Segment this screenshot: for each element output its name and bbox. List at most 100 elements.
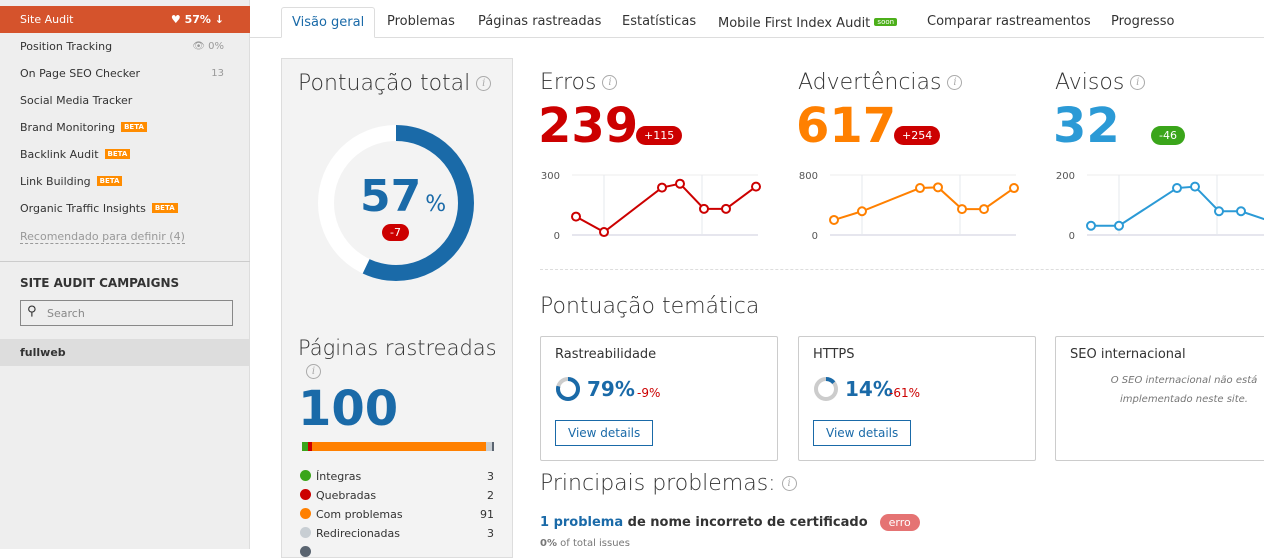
mini-donut — [814, 377, 838, 401]
score-value: 57% — [360, 171, 447, 222]
pages-bar — [302, 442, 495, 451]
recommended-link[interactable]: Recomendado para definir (4) — [0, 223, 250, 250]
info-icon[interactable]: i — [306, 364, 321, 379]
item-value: 13 — [211, 68, 224, 79]
sidebar-item[interactable]: Brand Monitoring BETA — [0, 114, 250, 141]
y-tick: 300 — [541, 171, 560, 182]
label: Backlink Audit — [20, 148, 99, 161]
data-point — [933, 182, 943, 193]
sidebar-item[interactable]: Backlink Audit BETA — [0, 141, 250, 168]
legend-item[interactable]: Quebradas 2 — [300, 489, 494, 502]
legend-item[interactable]: Íntegras 3 — [300, 470, 494, 483]
y-tick: 800 — [799, 171, 818, 182]
issue-link[interactable]: 1 problema — [540, 515, 624, 530]
search-placeholder: Search — [47, 307, 85, 320]
sidebar-item[interactable]: Position Tracking 👁 0% — [0, 33, 250, 60]
legend-dot — [300, 546, 311, 557]
metric-delta: +254 — [894, 126, 941, 145]
metric-title: Advertências i — [798, 70, 963, 95]
data-point — [979, 204, 989, 215]
legend-dot — [300, 508, 311, 519]
pages-value: 100 — [298, 381, 399, 437]
data-point — [1190, 181, 1200, 192]
thematic-card: HTTPS 14% -61% View details — [798, 336, 1036, 461]
data-point — [857, 206, 867, 217]
score-delta: -7 — [382, 224, 409, 241]
card-delta: -9% — [637, 386, 661, 400]
card-title: Rastreabilidade — [555, 347, 657, 362]
tab[interactable]: Estatísticas — [622, 14, 697, 29]
tab[interactable]: Páginas rastreadas — [478, 14, 602, 29]
data-point — [957, 204, 967, 215]
y-tick: 0 — [812, 231, 818, 242]
search-input[interactable]: ⚲ Search — [20, 300, 233, 326]
view-details-button[interactable]: View details — [813, 420, 912, 446]
campaign-item[interactable]: fullweb — [0, 339, 250, 366]
tab[interactable]: Progresso — [1111, 14, 1175, 29]
metric-delta: +115 — [636, 126, 683, 145]
donut-fill — [814, 377, 838, 401]
legend-dot — [300, 489, 311, 500]
y-tick: 0 — [1069, 231, 1075, 242]
y-tick: 0 — [554, 231, 560, 242]
sidebar-item[interactable]: On Page SEO Checker 13 — [0, 60, 250, 87]
beta-badge: BETA — [121, 122, 147, 132]
data-point — [1009, 183, 1019, 194]
thematic-card: SEO internacional O SEO internacional não… — [1055, 336, 1264, 461]
data-point — [657, 182, 667, 193]
donut-fill — [318, 125, 474, 281]
info-icon[interactable]: i — [781, 476, 797, 491]
data-point — [721, 203, 731, 214]
search-icon: ⚲ — [27, 304, 37, 319]
info-icon[interactable]: i — [602, 75, 618, 90]
view-details-button[interactable]: View details — [555, 420, 654, 446]
mini-donut — [556, 377, 580, 401]
legend-dot — [300, 527, 311, 538]
issue-text: de nome incorreto de certificado — [623, 515, 868, 530]
data-point — [699, 203, 709, 214]
divider — [540, 269, 1264, 270]
label: Site Audit — [20, 13, 74, 26]
label: Position Tracking — [20, 40, 113, 53]
info-icon[interactable]: i — [1130, 75, 1146, 90]
soon-badge: soon — [874, 18, 898, 26]
tab[interactable]: Problemas — [387, 14, 455, 29]
score-panel: Pontuação total i 57% -7 Páginas rastread… — [281, 58, 513, 558]
data-point — [1214, 206, 1224, 217]
issue-row: 1 problema de nome incorreto de certific… — [540, 514, 920, 531]
info-icon[interactable]: i — [947, 75, 963, 90]
sidebar-item[interactable]: Organic Traffic Insights BETA — [0, 195, 250, 222]
card-value: 14% — [845, 377, 893, 401]
metric-title: Erros i — [540, 70, 618, 95]
legend-item[interactable]: Com problemas 91 — [300, 508, 494, 521]
bar-segment — [311, 442, 487, 451]
metric-value: 239 — [538, 98, 639, 154]
pages-title: Páginas rastreadas — [298, 336, 497, 360]
sidebar-item-site-audit[interactable]: Site Audit ♥ 57% ↓ — [0, 6, 250, 33]
tab[interactable]: Mobile First Index Audit soon — [708, 7, 907, 38]
data-point — [675, 178, 685, 189]
beta-badge: BETA — [151, 203, 178, 213]
bar-segment — [492, 442, 495, 451]
thematic-title: Pontuação temática — [540, 294, 760, 319]
info-icon[interactable]: i — [476, 76, 492, 91]
sidebar-item[interactable]: Link Building BETA — [0, 168, 250, 195]
tab[interactable]: Comparar rastreamentos — [927, 14, 1091, 29]
sidebar-item[interactable]: Social Media Tracker — [0, 87, 250, 114]
y-tick: 200 — [1056, 171, 1075, 182]
label: Social Media Tracker — [20, 94, 133, 107]
label: fullweb — [20, 346, 66, 359]
card-note: O SEO internacional não está implementad… — [1110, 375, 1258, 405]
card-value: 79% — [587, 377, 635, 401]
data-point — [1236, 206, 1246, 217]
issues-title: Principais problemas: i — [540, 471, 797, 496]
metric-title: Avisos i — [1055, 70, 1146, 95]
bar-segment — [307, 442, 312, 451]
score-value: 57% — [184, 13, 211, 26]
error-badge: erro — [879, 514, 920, 531]
legend-item[interactable] — [300, 546, 494, 559]
arrow-down-icon: ↓ — [214, 13, 224, 26]
score: ♥ 57% ↓ — [171, 6, 224, 33]
tab[interactable]: Visão geral — [281, 7, 376, 38]
legend-item[interactable]: Redirecionadas 3 — [300, 527, 494, 540]
